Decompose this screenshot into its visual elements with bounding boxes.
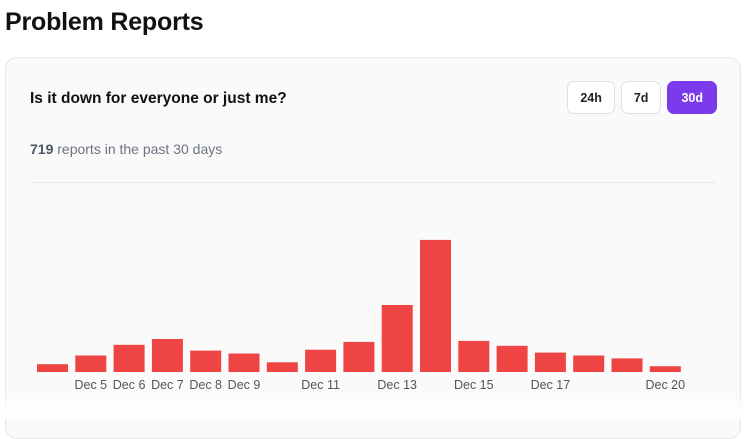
bar-dec-10[interactable] bbox=[266, 362, 298, 372]
bar-dec-20[interactable] bbox=[649, 366, 681, 372]
bar-dec-8[interactable] bbox=[190, 350, 222, 372]
x-tick-label: Dec 13 bbox=[377, 378, 417, 392]
divider bbox=[30, 182, 716, 183]
bar-dec-5[interactable] bbox=[75, 355, 107, 373]
x-tick-label: Dec 6 bbox=[113, 378, 146, 392]
x-tick-label: Dec 17 bbox=[531, 378, 571, 392]
bar-dec-7[interactable] bbox=[151, 339, 183, 372]
x-tick-label: Dec 20 bbox=[645, 378, 685, 392]
x-tick-label: Dec 5 bbox=[74, 378, 107, 392]
report-count: 719 bbox=[30, 141, 54, 157]
bar-dec-17[interactable] bbox=[534, 352, 566, 372]
bar-dec-11[interactable] bbox=[305, 349, 337, 372]
x-tick-label: Dec 15 bbox=[454, 378, 494, 392]
x-tick-label: Dec 7 bbox=[151, 378, 184, 392]
time-range-selector: 24h 7d 30d bbox=[567, 81, 717, 114]
x-tick-label: Dec 11 bbox=[301, 378, 340, 392]
bar-dec-19[interactable] bbox=[611, 358, 643, 372]
bottom-fade bbox=[0, 395, 750, 419]
card-title: Is it down for everyone or just me? bbox=[30, 90, 287, 107]
range-7d-button[interactable]: 7d bbox=[620, 81, 662, 114]
bar-dec-13[interactable] bbox=[381, 305, 413, 372]
bar-dec-4[interactable] bbox=[37, 364, 68, 372]
range-24h-button[interactable]: 24h bbox=[567, 81, 615, 114]
report-summary-text: reports in the past 30 days bbox=[57, 141, 223, 157]
problem-reports-card: Is it down for everyone or just me? 24h … bbox=[5, 57, 741, 439]
bar-dec-9[interactable] bbox=[228, 353, 260, 373]
bar-dec-12[interactable] bbox=[343, 341, 375, 372]
bar-dec-16[interactable] bbox=[496, 345, 528, 372]
page-title: Problem Reports bbox=[5, 8, 204, 36]
reports-bar-chart: Dec 5 Dec 6 Dec 7 Dec 8 Dec 9 Dec 11 Dec 13 Dec… bbox=[37, 239, 685, 392]
bar-dec-18[interactable] bbox=[573, 355, 605, 373]
x-tick-label: Dec 8 bbox=[189, 378, 222, 392]
bar-dec-6[interactable] bbox=[113, 344, 145, 372]
report-summary: 719 reports in the past 30 days bbox=[30, 141, 222, 157]
x-tick-label: Dec 9 bbox=[228, 378, 261, 392]
bar-dec-14[interactable] bbox=[420, 239, 451, 372]
bar-dec-15[interactable] bbox=[458, 340, 490, 372]
range-30d-button[interactable]: 30d bbox=[667, 81, 717, 114]
